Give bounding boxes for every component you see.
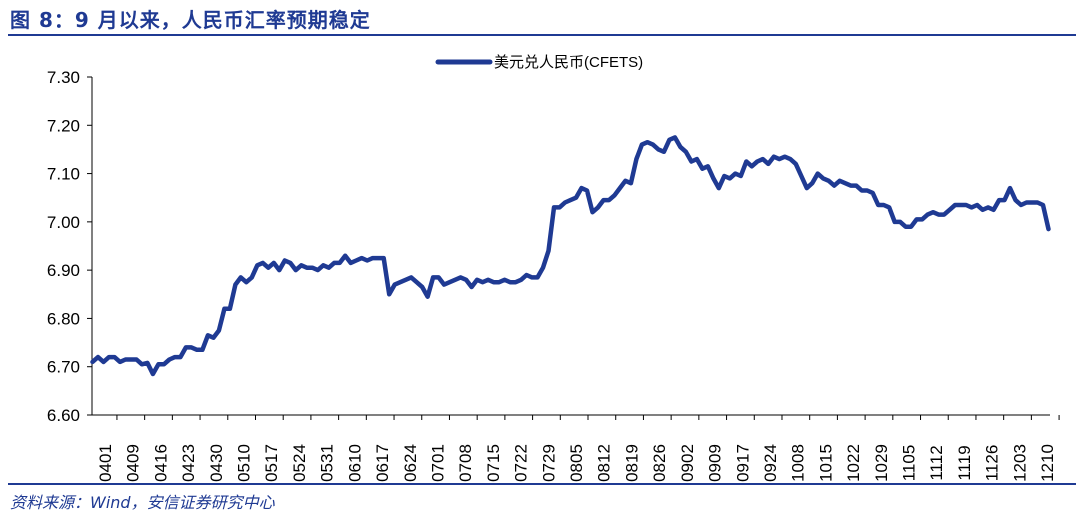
x-axis-ticks: 0401 0409 0416 0423 0430 0510 0517 0524 0531 0610… [96,415,1060,482]
x-tick-label: 0531 [318,444,337,482]
y-tick-label: 6.80 [47,309,80,328]
x-tick-label: 1015 [816,444,835,482]
x-tick-label: 0624 [401,444,420,482]
x-tick-label: 1105 [900,445,919,482]
x-tick-label: 0430 [207,444,226,482]
legend: 美元兑人民币(CFETS) [435,54,643,71]
x-tick-label: 0617 [373,444,392,482]
x-tick-label: 0715 [484,444,503,482]
x-tick-label: 0826 [650,444,669,482]
x-tick-label: 0409 [124,444,143,482]
y-tick-label: 7.30 [47,68,80,87]
series-line [90,135,1051,377]
x-tick-label: 1112 [927,445,946,480]
y-axis-ticks: 6.60 6.70 6.80 6.90 7.00 7.10 7.20 7.30 [47,68,92,425]
source-note: 资料来源：Wind，安信证券研究中心 [10,493,275,512]
y-tick-label: 7.10 [47,165,80,184]
footer-divider [8,483,1076,485]
axes [91,77,1050,416]
series-lines [90,135,1051,377]
x-tick-label: 1022 [844,444,863,482]
x-tick-label: 1119 [955,445,974,480]
y-tick-label: 7.00 [47,213,80,232]
x-tick-label: 0812 [595,444,614,482]
x-tick-label: 0517 [262,444,281,482]
x-tick-label: 1210 [1038,444,1057,482]
figure-title: 图 8：9 月以来，人民币汇率预期稳定 [10,8,371,32]
y-tick-label: 6.60 [47,406,80,425]
y-tick-label: 6.70 [47,358,80,377]
x-tick-label: 0819 [622,444,641,482]
x-tick-label: 0805 [567,444,586,482]
x-tick-label: 1126 [983,445,1002,482]
x-tick-label: 0909 [706,444,725,482]
x-tick-label: 0902 [678,444,697,482]
x-tick-label: 0416 [151,444,170,482]
x-tick-label: 0610 [345,444,364,482]
x-tick-label: 0423 [179,444,198,482]
legend-label: 美元兑人民币(CFETS) [494,54,643,71]
x-tick-label: 0510 [234,444,253,482]
x-tick-label: 0917 [733,444,752,482]
x-tick-label: 1029 [872,444,891,482]
x-tick-label: 0722 [512,444,531,482]
x-tick-label: 0701 [428,444,447,482]
x-tick-label: 1008 [789,444,808,482]
x-tick-label: 0924 [761,444,780,482]
title-divider [8,34,1076,36]
x-tick-label: 0524 [290,444,309,482]
x-tick-label: 0729 [539,444,558,482]
x-tick-label: 0401 [96,444,115,482]
line-chart: 6.606.706.806.907.007.107.207.30 0401 040… [47,54,1060,482]
y-tick-label: 7.20 [47,116,80,135]
x-tick-label: 0708 [456,444,475,482]
y-tick-label: 6.90 [47,261,80,280]
x-tick-label: 1203 [1010,444,1029,482]
